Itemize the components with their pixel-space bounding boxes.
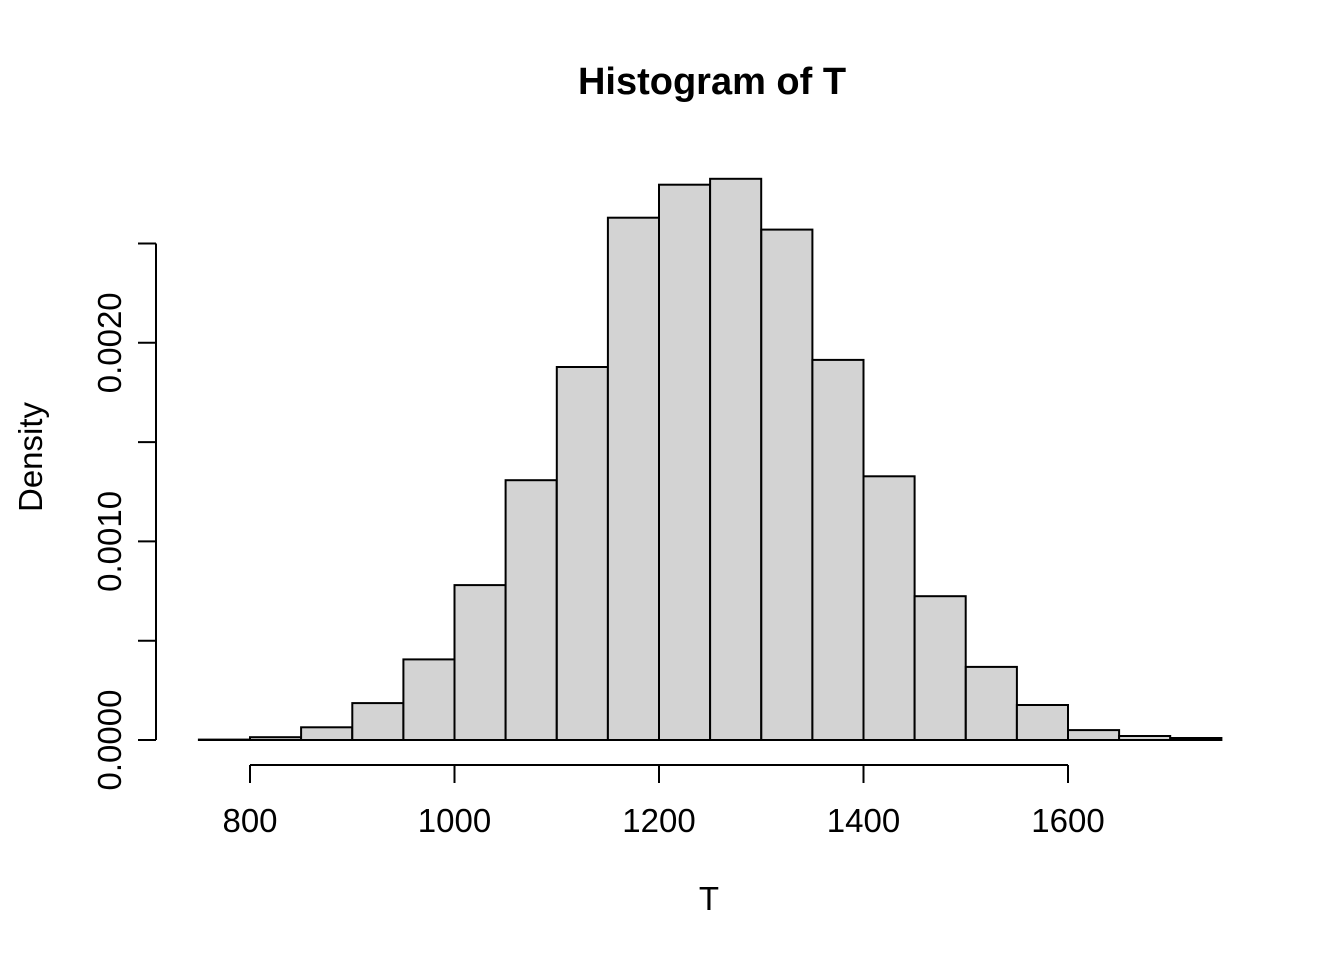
histogram-bar [606,216,661,741]
y-axis: 0.0000 0.0010 0.0020 [91,242,157,791]
x-tick-label: 1200 [622,802,695,839]
x-tick-label: 800 [222,802,277,839]
histogram-bar [658,183,712,741]
histogram-bar [1118,735,1172,741]
histogram-bar [300,726,354,741]
histogram-bar [1015,704,1070,741]
histogram-bar [1169,737,1223,741]
chart-title: Histogram of T [578,61,846,103]
histogram-bar [811,358,865,741]
histogram-bar [555,366,609,741]
x-tick-label: 1600 [1031,802,1104,839]
histogram-bar [453,584,507,741]
histogram-bar [1067,729,1121,741]
histogram-bars [197,177,1223,742]
x-tick-label: 1400 [827,802,900,839]
histogram-bar [504,479,558,741]
histogram-bar [351,702,405,741]
x-axis-label: T [699,880,719,917]
y-axis-label: Density [12,401,49,512]
histogram-bar [249,736,303,742]
histogram-bar [862,475,916,741]
histogram-bar [913,595,967,742]
x-axis: 800 1000 1200 1400 1600 [222,764,1105,839]
x-tick-label: 1000 [418,802,491,839]
histogram-bar [964,665,1018,742]
y-tick-label: 0.0010 [91,491,128,592]
y-tick-label: 0.0000 [91,690,128,791]
histogram-bar [709,177,763,742]
histogram-bar [402,658,456,742]
histogram-bar [760,228,814,741]
y-tick-label: 0.0020 [91,292,128,393]
